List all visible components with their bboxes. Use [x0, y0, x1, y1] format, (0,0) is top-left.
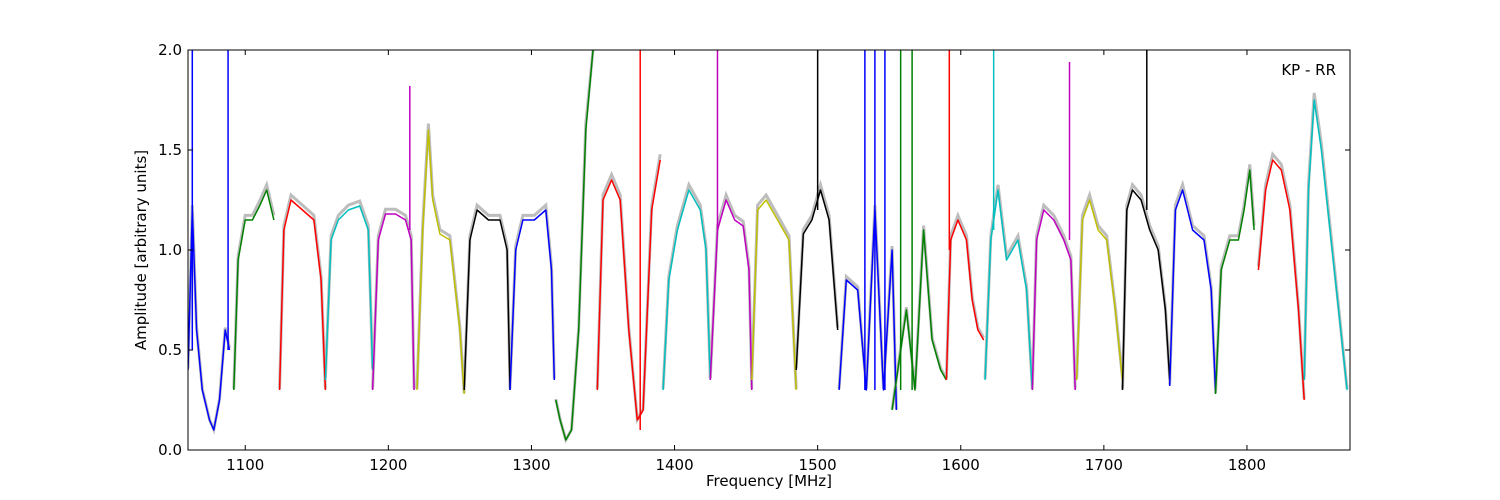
- band-line-0: [188, 209, 231, 431]
- band-line-7: [509, 209, 556, 391]
- band-line-23: [1257, 159, 1305, 401]
- background-band-6: [462, 202, 512, 389]
- band-line-16: [945, 219, 985, 381]
- band-line-19: [1075, 199, 1124, 381]
- y-axis-ticks: 0.0 0.5 1.0 1.5 2.0: [158, 41, 1350, 459]
- plot-annotation: KP - RR: [1281, 61, 1336, 79]
- x-tick-label-4: 1500: [799, 456, 837, 474]
- y-tick-label-3: 1.5: [158, 141, 182, 159]
- x-axis-label: Frequency [MHz]: [706, 472, 832, 490]
- band-lines-layer: [188, 50, 1348, 441]
- x-tick-label-2: 1300: [512, 456, 550, 474]
- band-line-18: [1031, 209, 1076, 391]
- band-line-6: [463, 209, 511, 391]
- band-line-5: [416, 129, 465, 395]
- background-band-4: [371, 207, 416, 389]
- band-line-13: [795, 189, 839, 371]
- y-axis-label: Amplitude [arbitrary units]: [132, 150, 150, 350]
- x-tick-label-6: 1700: [1085, 456, 1123, 474]
- band-line-9: [596, 159, 661, 421]
- x-tick-label-5: 1600: [942, 456, 980, 474]
- band-line-24: [1303, 99, 1348, 391]
- band-line-17: [984, 189, 1034, 391]
- band-line-1: [233, 189, 275, 391]
- x-tick-label-7: 1800: [1228, 456, 1266, 474]
- y-tick-label-4: 2.0: [158, 41, 182, 59]
- x-tick-label-0: 1100: [226, 456, 264, 474]
- band-line-20: [1121, 189, 1171, 391]
- x-tick-label-1: 1200: [369, 456, 407, 474]
- band-line-21: [1168, 189, 1217, 391]
- band-line-12: [751, 199, 797, 391]
- spike-layer: [191, 50, 1148, 430]
- x-tick-label-3: 1400: [655, 456, 693, 474]
- band-line-22: [1214, 169, 1255, 395]
- band-line-3: [324, 205, 374, 381]
- y-tick-label-0: 0.0: [158, 441, 182, 459]
- background-band-22: [1214, 164, 1256, 393]
- band-line-10: [662, 189, 712, 391]
- band-line-14: [838, 209, 898, 411]
- band-line-2: [278, 199, 327, 391]
- y-tick-label-1: 0.5: [158, 341, 182, 359]
- plot-area: [188, 50, 1349, 444]
- band-line-8: [555, 50, 594, 441]
- background-band-3: [323, 199, 375, 379]
- background-band-18: [1030, 202, 1077, 389]
- band-line-15: [891, 229, 948, 411]
- y-tick-label-2: 1.0: [158, 241, 182, 259]
- band-line-4: [371, 213, 415, 391]
- x-axis-ticks: 1100 1200 1300 1400 1500 1600 1700 1800: [226, 50, 1266, 474]
